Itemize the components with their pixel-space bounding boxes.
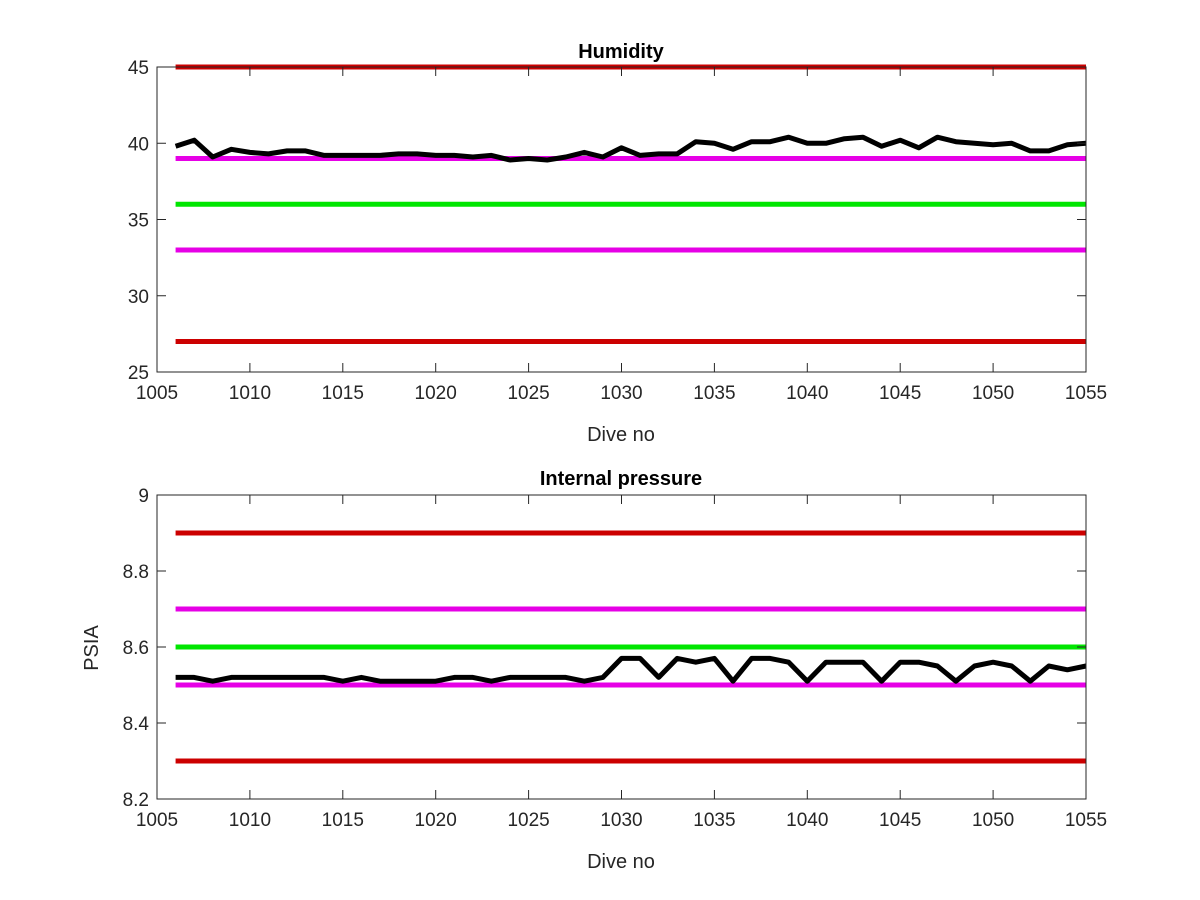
- y-tick-label: 40: [128, 134, 149, 155]
- y-tick-label: 8.4: [123, 714, 150, 735]
- x-tick-label: 1045: [879, 383, 921, 404]
- x-tick-label: 1045: [879, 810, 921, 831]
- x-tick-label: 1040: [786, 810, 828, 831]
- internal-pressure-plot: Internal pressure Dive no PSIA 1005 1010 1…: [81, 468, 1107, 873]
- y-tick-label: 8.8: [123, 562, 149, 583]
- x-tick-label: 1025: [507, 810, 549, 831]
- x-tick-label: 1030: [600, 810, 642, 831]
- x-tick-label: 1020: [415, 383, 457, 404]
- y-tick-label: 9: [138, 486, 149, 507]
- chart-title: Humidity: [578, 41, 664, 63]
- x-axis-label: Dive no: [587, 424, 655, 446]
- x-tick-label: 1040: [786, 383, 828, 404]
- x-tick-label: 1010: [229, 383, 271, 404]
- series-line: [175, 655, 1087, 684]
- x-tick-label: 1015: [322, 383, 364, 404]
- x-tick-label: 1020: [415, 810, 457, 831]
- y-tick-label: 30: [128, 287, 149, 308]
- x-tick-label: 1055: [1065, 383, 1107, 404]
- x-tick-label: 1005: [136, 810, 178, 831]
- y-axis-label: PSIA: [81, 625, 103, 671]
- x-tick-label: 1055: [1065, 810, 1107, 831]
- humidity-plot: Humidity Dive no 1005 1010 1015 1020 1025 103…: [128, 41, 1107, 446]
- x-axis-label: Dive no: [587, 851, 655, 873]
- series-line: [174, 134, 1087, 163]
- x-tick-label: 1035: [693, 383, 735, 404]
- y-tick-label: 8.6: [123, 638, 149, 659]
- x-tick-label: 1030: [600, 383, 642, 404]
- x-tick-label: 1050: [972, 810, 1014, 831]
- y-tick-label: 35: [128, 211, 149, 232]
- chart-title: Internal pressure: [540, 468, 702, 490]
- x-tick-label: 1035: [693, 810, 735, 831]
- x-tick-label: 1015: [322, 810, 364, 831]
- axes-frame: [156, 66, 1087, 373]
- y-tick-label: 8.2: [123, 790, 149, 811]
- x-tick-label: 1025: [507, 383, 549, 404]
- y-tick-label: 25: [128, 363, 149, 384]
- x-tick-label: 1050: [972, 383, 1014, 404]
- y-tick-label: 45: [128, 58, 149, 79]
- x-tick-label: 1010: [229, 810, 271, 831]
- x-tick-label: 1005: [136, 383, 178, 404]
